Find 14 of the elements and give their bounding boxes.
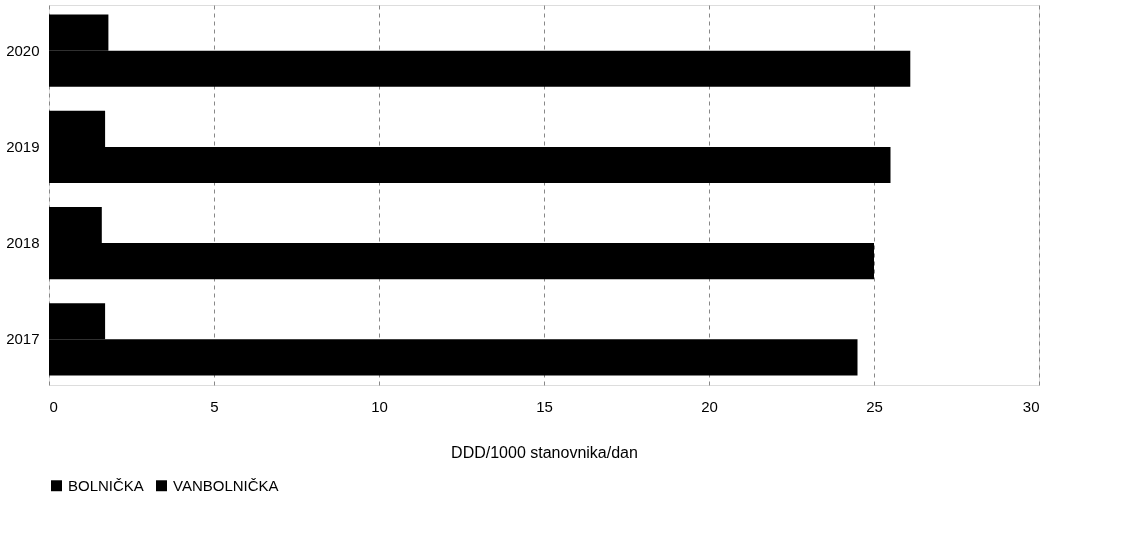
x-axis-title: DDD/1000 stanovnika/dan: [451, 443, 638, 461]
x-tick-label: 5: [210, 397, 219, 415]
y-tick-label: 2019: [6, 137, 40, 155]
y-tick-label: 2018: [6, 234, 40, 252]
x-tick-label: 25: [866, 397, 883, 415]
y-tick-label: 2017: [6, 330, 40, 348]
x-tick-label: 10: [371, 397, 388, 415]
x-tick-label: 15: [536, 397, 553, 415]
x-tick-label: 20: [701, 397, 718, 415]
x-tick-label: 30: [1022, 397, 1040, 415]
x-tick-label: 0: [49, 397, 58, 415]
y-tick-label: 2020: [6, 41, 40, 59]
legend-label: BOLNIČKA: [68, 476, 144, 494]
legend-label: VANBOLNIČKA: [173, 476, 279, 494]
